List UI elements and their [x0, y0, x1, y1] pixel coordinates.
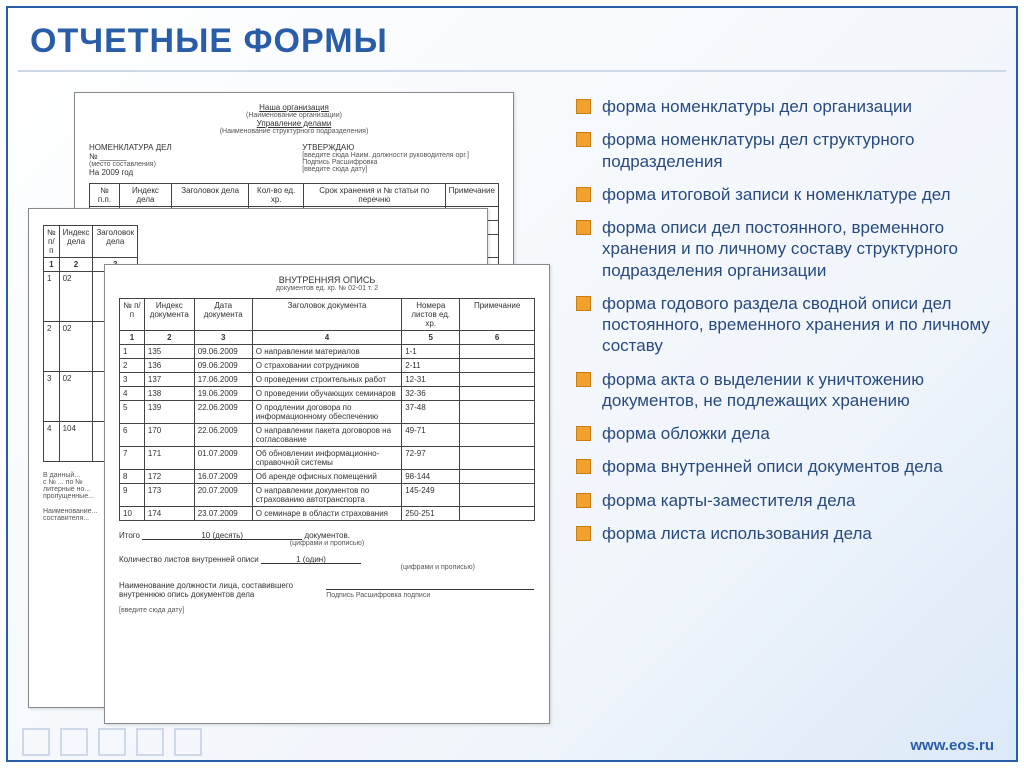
org-name: Наша организация — [89, 103, 499, 112]
document-stack: Наша организация (Наименование организац… — [28, 92, 558, 732]
bullet-list: форма номенклатуры дел организации форма… — [576, 96, 992, 556]
itogo-value: 10 (десять) — [142, 531, 302, 540]
dept-name: Управление делами — [89, 119, 499, 128]
table-row: 1017423.07.2009О семинаре в области стра… — [120, 507, 535, 521]
approve-line: [введите сюда Наим. должности руководите… — [302, 152, 499, 159]
org-sub: (Наименование организации) — [89, 112, 499, 119]
itogo-label: Итого — [119, 531, 140, 540]
footer-url: www.eos.ru — [910, 737, 994, 754]
date-placeholder: [введите сюда дату] — [119, 607, 535, 614]
col-header: Номера листов ед. хр. — [402, 299, 460, 331]
list-item: форма листа использования дела — [576, 523, 992, 544]
table-row: 917320.07.2009О направлении документов п… — [120, 484, 535, 507]
list-item: форма обложки дела — [576, 423, 992, 444]
itogo-sub: (цифрами и прописью) — [119, 540, 535, 547]
col-header: Индекс документа — [144, 299, 194, 331]
year-label: На 2009 год — [89, 168, 286, 177]
list-item: форма карты-заместителя дела — [576, 490, 992, 511]
col-header: № п.п. — [90, 184, 120, 207]
table-row: 817216.07.2009Об аренде офисных помещени… — [120, 470, 535, 484]
inventory-table: № п/п Индекс документа Дата документа За… — [119, 298, 535, 521]
list-item: форма номенклатуры дел организации — [576, 96, 992, 117]
doc-internal-inventory: ВНУТРЕННЯЯ ОПИСЬ документов ед. хр. № 02… — [104, 264, 550, 724]
approve-date: [введите сюда дату] — [302, 166, 499, 173]
footer-icon — [136, 728, 164, 756]
list-item: форма годового раздела сводной описи дел… — [576, 293, 992, 357]
table-row: 313717.06.2009О проведении строительных … — [120, 373, 535, 387]
sheets-sub: (цифрами и прописью) — [119, 564, 535, 571]
page-title: ОТЧЕТНЫЕ ФОРМЫ — [30, 22, 388, 61]
itogo-suffix: документов. — [304, 531, 349, 540]
table-row: 413819.06.2009О проведении обучающих сем… — [120, 387, 535, 401]
inventory-subtitle: документов ед. хр. № 02-01 т. 2 — [119, 285, 535, 292]
approve-title: УТВЕРЖДАЮ — [302, 143, 499, 152]
list-item: форма акта о выделении к уничтожению док… — [576, 369, 992, 412]
table-row: 717101.07.2009Об обновлении информационн… — [120, 447, 535, 470]
nomenclature-no: № ______ — [89, 152, 286, 161]
table-row: 213609.06.2009О страховании сотрудников2… — [120, 359, 535, 373]
footer-icon — [174, 728, 202, 756]
approve-sign: Подпись Расшифровка — [302, 159, 499, 166]
list-item: форма итоговой записи к номенклатуре дел — [576, 184, 992, 205]
footer-icon — [22, 728, 50, 756]
sign-label: Наименование должности лица, составившег… — [119, 581, 306, 599]
col-header: Заголовок дела — [172, 184, 249, 207]
table-row: 113509.06.2009О направлении материалов1-… — [120, 345, 535, 359]
list-item: форма номенклатуры дел структурного подр… — [576, 129, 992, 172]
table-row: 513922.06.2009О продлении договора по ин… — [120, 401, 535, 424]
col-header: Индекс дела — [119, 184, 171, 207]
place-label: (место составления) — [89, 161, 286, 168]
dept-sub: (Наименование структурного подразделения… — [89, 128, 499, 135]
col-header: № п/п — [120, 299, 145, 331]
col-header: Кол-во ед. хр. — [249, 184, 304, 207]
slide-frame: ОТЧЕТНЫЕ ФОРМЫ форма номенклатуры дел ор… — [6, 6, 1018, 762]
col-header: Заголовок документа — [252, 299, 401, 331]
title-divider — [18, 70, 1006, 72]
footer-icons — [22, 728, 202, 756]
list-item: форма описи дел постоянного, временного … — [576, 217, 992, 281]
col-header: Срок хранения и № статьи по перечню — [304, 184, 446, 207]
inventory-title: ВНУТРЕННЯЯ ОПИСЬ — [119, 275, 535, 285]
col-header: Дата документа — [194, 299, 252, 331]
nomenclature-title: НОМЕНКЛАТУРА ДЕЛ — [89, 143, 286, 152]
sheets-value: 1 (один) — [261, 555, 361, 564]
col-header: Примечание — [445, 184, 498, 207]
footer-icon — [60, 728, 88, 756]
col-header: Примечание — [460, 299, 535, 331]
sign-line: Подпись Расшифровка подписи — [326, 592, 534, 599]
footer-icon — [98, 728, 126, 756]
sheets-label: Количество листов внутренней описи — [119, 555, 259, 564]
list-item: форма внутренней описи документов дела — [576, 456, 992, 477]
table-row: 617022.06.2009О направлении пакета догов… — [120, 424, 535, 447]
